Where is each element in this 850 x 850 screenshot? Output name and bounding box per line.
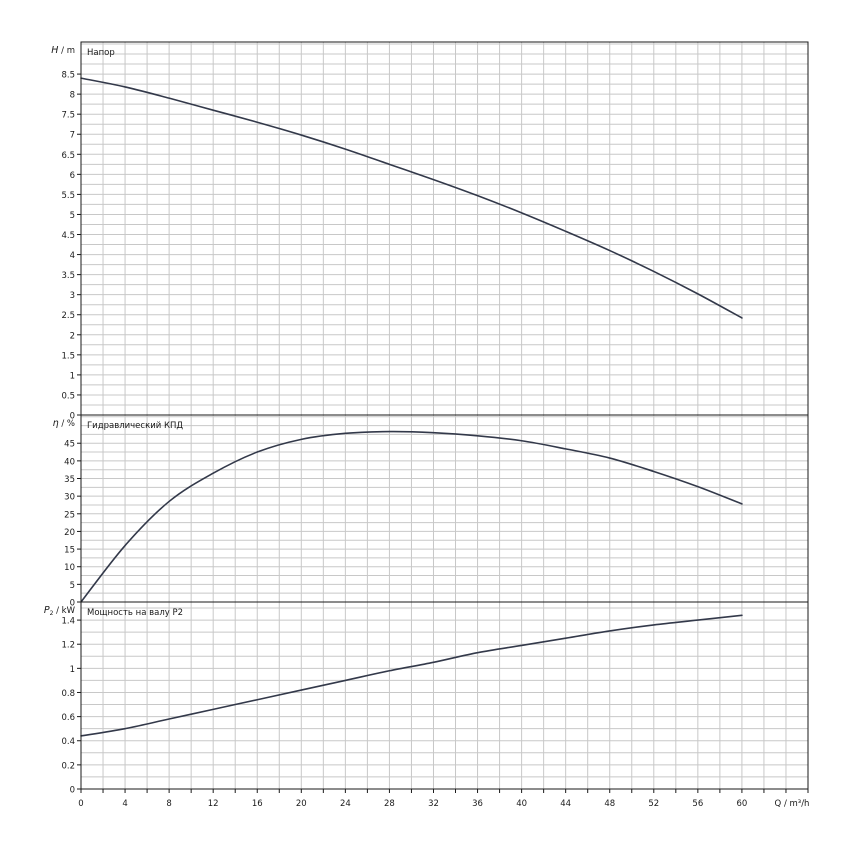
y-tick-label: 40 (64, 457, 75, 467)
y-axis-separator: / (59, 419, 67, 429)
y-axis-label: P2 / kW (44, 605, 76, 617)
y-tick-label: 0.2 (61, 761, 75, 771)
series-line-2 (80, 614, 743, 737)
x-tick-label: 56 (692, 799, 703, 809)
x-tick-label: 36 (472, 799, 483, 809)
series-line-0 (80, 77, 743, 319)
y-tick-label: 3 (70, 291, 75, 301)
y-axis-symbol: P (44, 605, 50, 616)
y-tick-label: 7 (70, 131, 75, 141)
x-tick-label: 60 (736, 799, 747, 809)
series-line-1 (80, 430, 743, 603)
y-axis-label: η / % (53, 418, 75, 429)
y-tick-label: 0 (70, 786, 75, 796)
y-tick-label: 1 (70, 371, 75, 381)
curve-layer (80, 77, 743, 737)
y-tick-label: 4.5 (61, 231, 75, 241)
y-tick-label: 0.8 (61, 689, 75, 699)
y-tick-label: 3.5 (61, 271, 75, 281)
x-tick-label: 0 (78, 799, 83, 809)
y-tick-label: 10 (64, 563, 75, 573)
y-tick-label: 1.4 (61, 617, 75, 627)
x-tick-label: 8 (166, 799, 171, 809)
y-tick-label: 1.2 (61, 641, 75, 651)
y-tick-label: 7.5 (61, 111, 75, 121)
x-tick-label: 28 (384, 799, 395, 809)
y-tick-label: 30 (64, 493, 75, 503)
frame-layer (77, 41, 809, 793)
y-tick-label: 8 (70, 91, 75, 101)
y-tick-label: 4 (70, 251, 75, 261)
x-tick-label: 24 (340, 799, 351, 809)
y-tick-label: 5.5 (61, 191, 75, 201)
y-tick-label: 8.5 (61, 71, 75, 81)
y-tick-label: 0.5 (61, 391, 75, 401)
x-tick-label: 20 (296, 799, 307, 809)
y-axis-symbol: H (51, 45, 58, 56)
y-tick-label: 2 (70, 331, 75, 341)
y-tick-label: 45 (64, 440, 75, 450)
y-tick-label: 6.5 (61, 151, 75, 161)
x-tick-label: 48 (604, 799, 615, 809)
panel-label: Мощность на валу P2 (87, 608, 183, 618)
y-tick-label: 15 (64, 546, 75, 556)
y-axis-symbol: η (53, 418, 59, 429)
x-axis-label: Q / m³/h (775, 799, 810, 809)
y-tick-label: 20 (64, 528, 75, 538)
y-tick-label: 0.4 (61, 737, 75, 747)
y-tick-label: 5 (70, 211, 75, 221)
y-tick-label: 5 (70, 581, 75, 591)
x-tick-label: 32 (428, 799, 439, 809)
y-tick-label: 6 (70, 171, 75, 181)
grid-layer (81, 42, 808, 789)
x-tick-label: 44 (560, 799, 571, 809)
x-tick-label: 40 (516, 799, 527, 809)
panel-label: Напор (87, 48, 115, 58)
x-tick-label: 4 (122, 799, 127, 809)
y-tick-label: 0.6 (61, 713, 75, 723)
y-axis-unit: m (67, 46, 75, 56)
y-tick-label: 2.5 (61, 311, 75, 321)
x-tick-label: 12 (208, 799, 219, 809)
y-axis-subscript: 2 (50, 610, 54, 617)
panel-frame (80, 41, 809, 416)
panel-label: Гидравлический КПД (87, 421, 183, 431)
y-axis-separator: / (58, 46, 66, 56)
y-tick-label: 1 (70, 665, 75, 675)
y-axis-label: H / m (51, 45, 75, 56)
panel-frame (80, 601, 809, 790)
y-tick-label: 0 (70, 412, 75, 422)
x-tick-label: 16 (252, 799, 263, 809)
y-tick-label: 25 (64, 510, 75, 520)
x-tick-label: 52 (648, 799, 659, 809)
y-axis-unit: kW (62, 606, 76, 616)
y-tick-label: 1.5 (61, 351, 75, 361)
y-tick-label: 0 (70, 599, 75, 609)
y-tick-label: 35 (64, 475, 75, 485)
y-axis-unit: % (67, 419, 75, 429)
y-axis-separator: / (53, 606, 61, 616)
text-layer: 0 4 8 12 16 20 24 28 32 36 40 44 48 52 56 60 Q / m³/h00.… (44, 45, 810, 809)
